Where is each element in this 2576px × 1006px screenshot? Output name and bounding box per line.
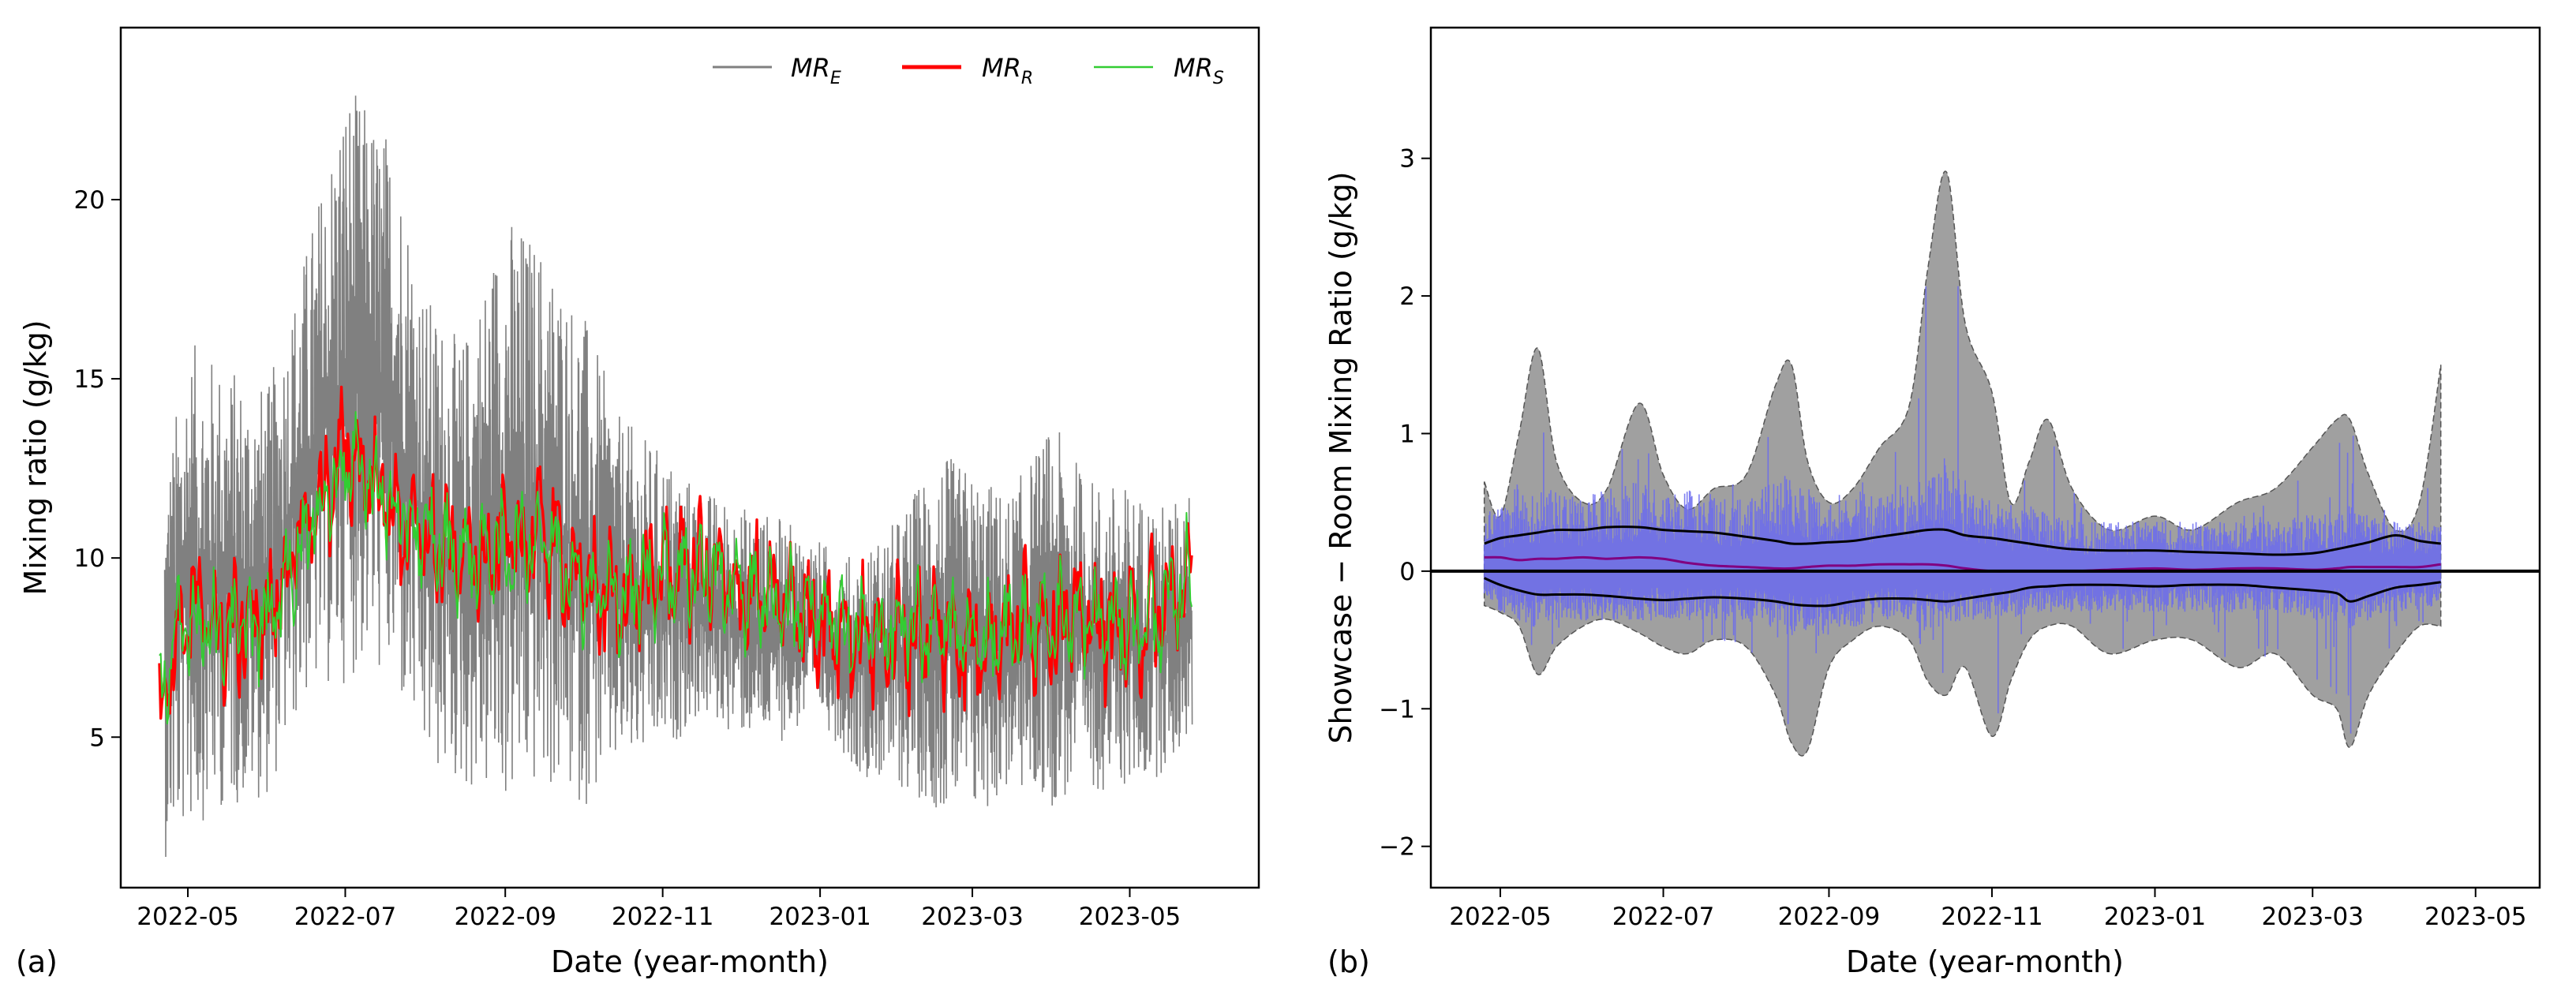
panel-b-x-tick-label: 2023-01 <box>2104 903 2207 931</box>
panel-a-x-tick-label: 2022-09 <box>454 903 556 931</box>
panel-a-mixing-ratio-chart: 2022-05 2022-07 2022-09 2022-11 2023-01 2023-… <box>16 26 1260 979</box>
lower-bound-line <box>1484 577 2441 608</box>
panel-a-plot-area <box>158 95 1193 858</box>
panel-b-y-tick-label: 3 <box>1399 145 1415 174</box>
panel-b-y-tick-label: −2 <box>1379 833 1415 862</box>
panel-a-legend: MRE MRR MRS <box>713 53 1224 88</box>
panel-b-y-tick-label: 1 <box>1399 420 1415 448</box>
panel-b-y-tick-label: −1 <box>1379 695 1415 724</box>
panel-a-x-tick-label: 2022-11 <box>612 903 714 931</box>
panel-a-x-axis-label: Date (year-month) <box>551 944 829 979</box>
panel-b-x-tick-label: 2023-03 <box>2261 903 2364 931</box>
panel-b-ticks: 2022-05 2022-07 2022-09 2022-11 2023-01 2023-… <box>1379 145 2526 931</box>
panel-b-y-tick-label: 0 <box>1399 558 1415 586</box>
legend-label-mr-r: MRR <box>982 53 1033 88</box>
panel-a-ticks: 2022-05 2022-07 2022-09 2022-11 2023-01 2023-… <box>74 186 1181 931</box>
panel-a-y-tick-label: 15 <box>74 365 105 394</box>
envelope-area <box>1483 170 2442 757</box>
panel-a-label: (a) <box>16 944 58 979</box>
panel-b-x-tick-label: 2022-11 <box>1941 903 2043 931</box>
series-mr-s-line <box>159 411 1193 725</box>
panel-a-y-tick-label: 20 <box>74 186 105 215</box>
upper-bound-line <box>1484 525 2441 556</box>
panel-b-y-axis-label: Showcase − Room Mixing Ratio (g/kg) <box>1324 171 1358 743</box>
panel-b-x-tick-label: 2022-05 <box>1449 903 1552 931</box>
panel-b-y-tick-label: 2 <box>1399 282 1415 311</box>
panel-b-label: (b) <box>1327 944 1370 979</box>
panel-a-y-axis-label: Mixing ratio (g/kg) <box>18 320 53 595</box>
panel-a-x-tick-label: 2023-03 <box>921 903 1024 931</box>
panel-a-axes-frame <box>119 26 1260 889</box>
legend-label-mr-s: MRS <box>1174 53 1224 88</box>
panel-a-x-tick-label: 2022-07 <box>294 903 397 931</box>
panel-b-x-axis-label: Date (year-month) <box>1846 944 2124 979</box>
panel-a-x-tick-label: 2022-05 <box>137 903 239 931</box>
mean-line <box>1484 555 2441 573</box>
panel-b-axes-frame <box>1429 26 2541 889</box>
panel-a-y-tick-label: 10 <box>74 544 105 573</box>
panel-a-x-tick-label: 2023-05 <box>1079 903 1181 931</box>
panel-b-x-tick-label: 2022-07 <box>1612 903 1715 931</box>
panel-b-plot-area <box>1431 170 2540 757</box>
panel-a-x-tick-label: 2023-01 <box>769 903 871 931</box>
legend-label-mr-e: MRE <box>791 53 841 88</box>
panel-a-y-tick-label: 5 <box>89 724 105 752</box>
panel-b-x-tick-label: 2023-05 <box>2424 903 2527 931</box>
panel-b-x-tick-label: 2022-09 <box>1778 903 1881 931</box>
panel-b-difference-chart: 2022-05 2022-07 2022-09 2022-11 2023-01 2023-… <box>1324 26 2541 979</box>
